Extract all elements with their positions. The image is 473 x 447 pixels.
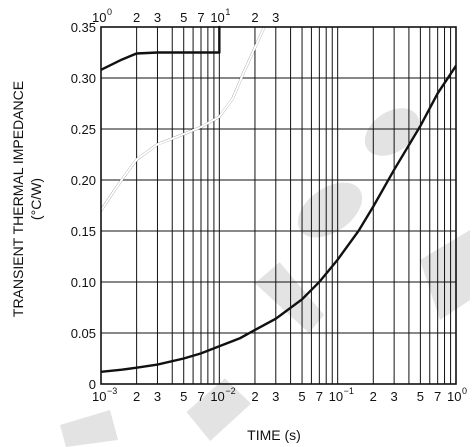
top-x-tick-label: 2 [133,10,140,25]
y-axis-unit: (°C/W) [28,178,44,220]
bottom-x-tick-label: 2 [133,389,140,404]
top-x-tick-label: 3 [154,10,161,25]
top-x-tick-label-exponent: 0 [107,7,112,17]
bottom-x-tick-label: 3 [272,389,279,404]
bottom-x-tick-label: 2 [251,389,258,404]
top-x-tick-label: 5 [180,10,187,25]
series-2-line-outer [101,27,266,212]
series-2-line-inner [101,27,266,212]
bottom-x-tick-label: 7 [316,389,323,404]
series-1-line [101,51,221,71]
bottom-x-tick-label: 10 [92,389,106,404]
top-x-tick-label: 10 [92,10,106,25]
bottom-x-tick-label: 5 [180,389,187,404]
y-tick-label: 0.05 [71,326,96,341]
bottom-x-tick-label: 7 [434,389,441,404]
y-tick-label: 0.30 [71,71,96,86]
data-curves [101,25,456,373]
bottom-x-tick-label: 10 [210,389,224,404]
bottom-x-tick-label: 5 [298,389,305,404]
top-x-tick-label-exponent: 1 [225,7,230,17]
grid-lines [101,27,456,384]
y-tick-label: 0 [89,377,96,392]
bottom-x-tick-label: 3 [391,389,398,404]
bottom-x-tick-label: 10 [329,389,343,404]
bottom-x-tick-label: 3 [154,389,161,404]
top-x-tick-label: 10 [210,10,224,25]
bottom-x-tick-label: 7 [197,389,204,404]
bottom-x-tick-label: 2 [370,389,377,404]
plot-frame [100,26,457,385]
bottom-x-tick-label-exponent: −3 [107,386,117,396]
top-x-tick-label: 7 [197,10,204,25]
x-axis-label: TIME (s) [247,427,301,443]
bottom-x-tick-labels: 10 −3 2 3 5 7 10 −2 2 3 5 7 10 −1 2 3 5 7 10 0 [92,386,467,404]
top-x-tick-label: 2 [251,10,258,25]
bottom-x-tick-label-exponent: −1 [344,386,354,396]
bottom-x-tick-label-exponent: 0 [462,386,467,396]
y-tick-label: 0.15 [71,224,96,239]
y-tick-label: 0.20 [71,173,96,188]
bottom-x-tick-label-exponent: −2 [225,386,235,396]
y-tick-labels: 0 0.05 0.10 0.15 0.20 0.25 0.30 0.35 [71,20,96,392]
series-0-line [101,64,456,373]
bottom-x-tick-label: 10 [447,389,461,404]
y-axis-label: TRANSIENT THERMAL IMPEDANCE [10,81,26,317]
bottom-x-tick-label: 5 [417,389,424,404]
y-tick-label: 0.25 [71,122,96,137]
y-tick-label: 0.35 [71,20,96,35]
top-x-tick-label: 3 [272,10,279,25]
y-tick-label: 0.10 [71,275,96,290]
top-x-tick-labels: 10 0 2 3 5 7 10 1 2 3 [92,7,279,25]
